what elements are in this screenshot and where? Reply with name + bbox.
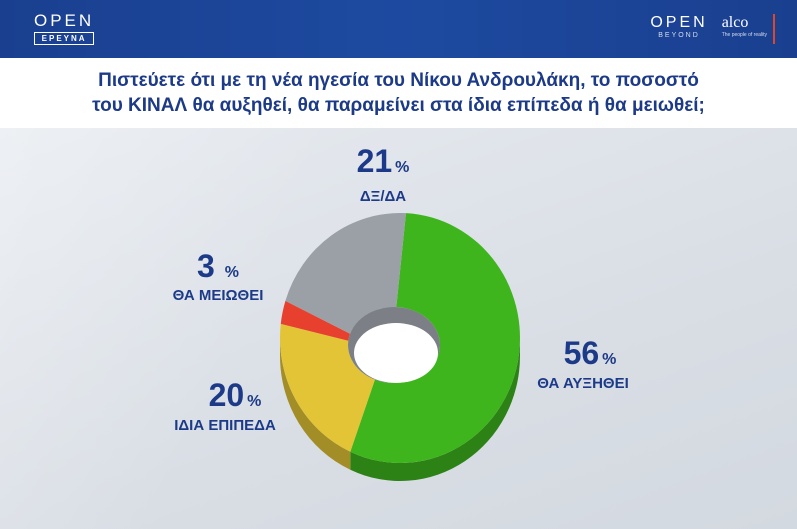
question-line-1: Πιστεύετε ότι με τη νέα ηγεσία του Νίκου… [98,70,699,91]
question-line-2: του ΚΙΝΑΛ θα αυξηθεί, θα παραμείνει στα … [92,95,705,116]
donut-hole [354,323,438,383]
logo-open-text: OPEN [34,11,95,30]
open-beyond-sub: BEYOND [658,32,700,39]
open-erevna-logo: OPEN ΕΡΕΥΝΑ [34,11,95,45]
alco-tagline: The people of reality [721,32,767,38]
slice-0 [350,213,520,463]
slice-category-label-3: ΔΞ/ΔΑ [360,188,406,205]
header-bar: OPEN ΕΡΕΥΝΑ OPEN BEYOND alco The people … [0,0,797,58]
slice-side-0 [350,338,520,482]
slice-side-1 [280,338,351,470]
alco-logo: alco The people of reality [720,14,767,38]
slice-value-label-2: 3% [197,248,239,284]
survey-question: Πιστεύετε ότι με τη νέα ηγεσία του Νίκου… [0,58,797,128]
slice-category-label-2: ΘΑ ΜΕΙΩΘΕΙ [173,287,264,304]
slice-category-label-0: ΘΑ ΑΥΞΗΘΕΙ [537,375,629,392]
logo-erevna-text: ΕΡΕΥΝΑ [34,32,95,45]
slice-category-label-1: ΙΔΙΑ ΕΠΙΠΕΔΑ [174,417,276,434]
slice-value-label-1: 20% [209,377,262,413]
alco-name: alco [721,14,749,31]
slice-2 [280,300,351,341]
slice-3 [285,212,406,334]
logo-accent-bar [773,14,775,44]
slice-value-label-3: 21% [357,143,410,179]
slice-1 [280,323,375,452]
open-beyond-logo: OPEN BEYOND [650,14,707,39]
slice-value-label-0: 56% [564,335,617,371]
partner-logos: OPEN BEYOND alco The people of reality [650,14,775,48]
open-beyond-main: OPEN [650,14,708,31]
